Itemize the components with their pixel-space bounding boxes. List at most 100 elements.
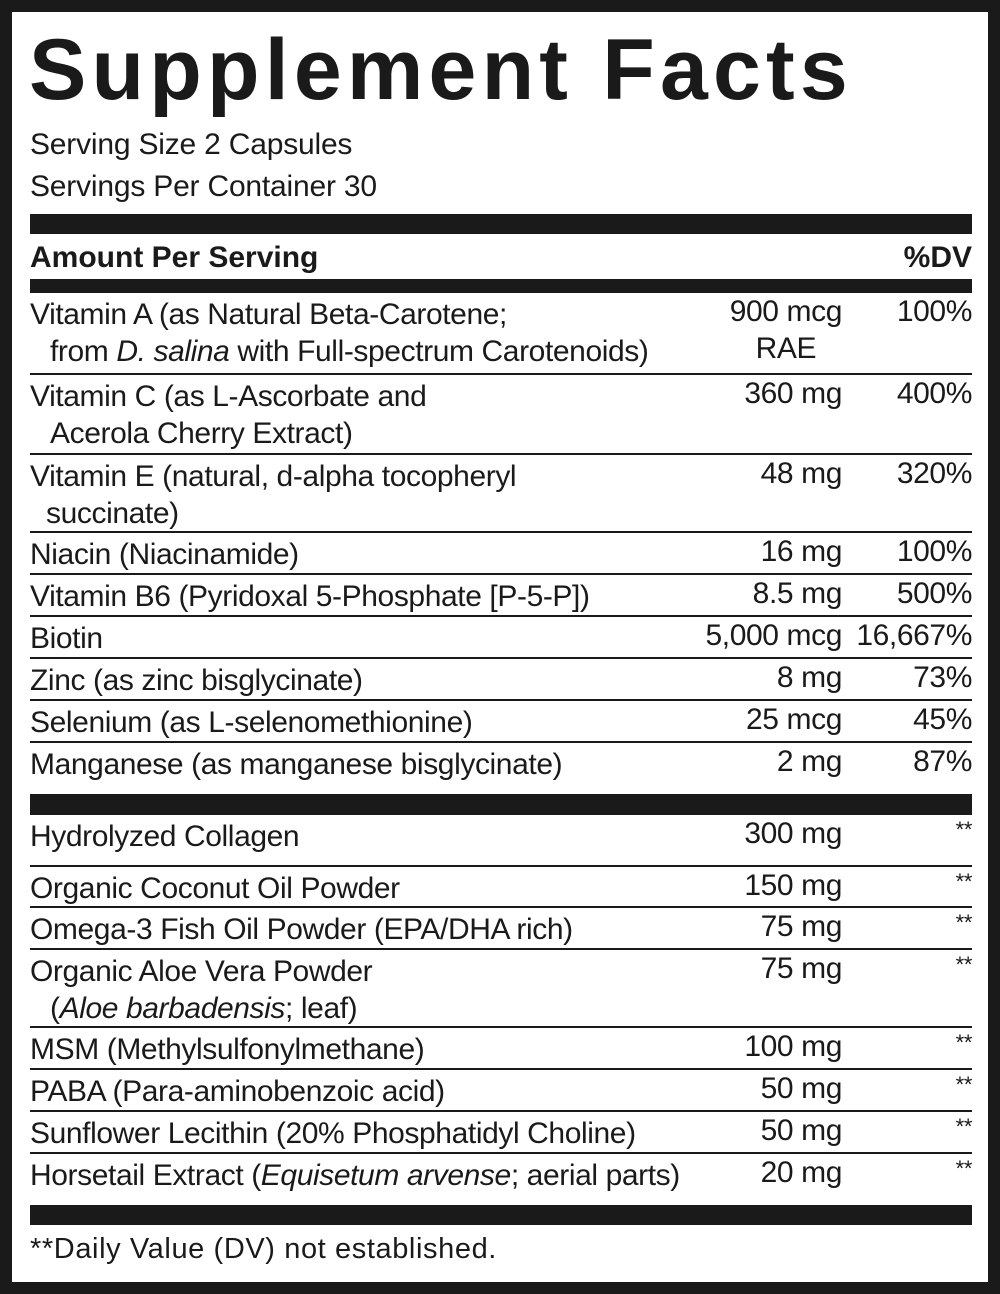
name-line: Zinc (as zinc bisglycinate)	[30, 662, 972, 699]
name-line: Organic Coconut Oil Powder	[30, 870, 972, 907]
amount: 100 mg	[744, 1028, 842, 1065]
thick-divider	[30, 794, 972, 815]
name-segment: Sunflower Lecithin (20% Phosphatidyl Cho…	[30, 1117, 636, 1150]
table-row: Manganese (as manganese bisglycinate) 2 m…	[30, 743, 972, 792]
ingredient-name: Vitamin C (as L-Ascorbate and Acerola Che…	[30, 378, 972, 452]
name-segment: Horsetail Extract (	[30, 1159, 261, 1192]
name-segment: MSM (Methylsulfonylmethane)	[30, 1033, 425, 1066]
amount-header: Amount Per Serving %DV	[30, 238, 972, 278]
ingredient-name: Vitamin B6 (Pyridoxal 5-Phosphate [P-5-P…	[30, 578, 972, 615]
name-segment: Manganese (as manganese bisglycinate)	[30, 748, 563, 781]
name-segment: with Full-spectrum Carotenoids)	[229, 335, 649, 368]
name-segment: ; leaf)	[285, 992, 358, 1025]
name-segment: D. salina	[116, 335, 230, 368]
name-segment: Equisetum arvense	[260, 1159, 511, 1192]
daily-value: **	[955, 869, 973, 894]
name-line: Niacin (Niacinamide)	[30, 536, 972, 573]
name-segment: Vitamin E (natural, d-alpha tocopheryl	[30, 460, 517, 493]
name-line: MSM (Methylsulfonylmethane)	[30, 1031, 972, 1068]
name-segment: Acerola Cherry Extract)	[50, 417, 353, 450]
daily-value: 400%	[896, 377, 973, 410]
ingredient-name: Hydrolyzed Collagen	[30, 818, 972, 855]
name-line: succinate)	[30, 495, 972, 532]
amount-value: 100 mg	[744, 1030, 842, 1063]
amount-value: 50 mg	[760, 1072, 843, 1105]
thick-divider	[30, 1205, 972, 1225]
table-row: MSM (Methylsulfonylmethane) 100 mg **	[30, 1028, 972, 1070]
daily-value: **	[955, 1114, 973, 1139]
name-line: PABA (Para-aminobenzoic acid)	[30, 1073, 972, 1110]
ingredient-name: Organic Aloe Vera Powder (Aloe barbadensi…	[30, 953, 972, 1027]
amount-value: 75 mg	[760, 910, 843, 943]
amount-value: 48 mg	[760, 457, 843, 490]
table-row: Biotin 5,000 mcg 16,667%	[30, 617, 972, 659]
name-line: Sunflower Lecithin (20% Phosphatidyl Cho…	[30, 1115, 972, 1152]
name-segment: Organic Aloe Vera Powder	[30, 955, 373, 988]
daily-value: **	[955, 1030, 973, 1055]
dv-label: %DV	[903, 241, 972, 274]
table-row: Vitamin A (as Natural Beta-Carotene; from…	[30, 293, 972, 375]
name-line: Horsetail Extract (Equisetum arvense; ae…	[30, 1157, 972, 1194]
name-segment: Omega-3 Fish Oil Powder (EPA/DHA rich)	[30, 913, 573, 946]
daily-value: 100%	[896, 295, 973, 328]
daily-value: **	[955, 1156, 973, 1181]
panel-title: Supplement Facts	[29, 22, 853, 118]
table-row: Hydrolyzed Collagen 300 mg **	[30, 815, 972, 867]
ingredient-name: Niacin (Niacinamide)	[30, 536, 972, 573]
name-line: Vitamin C (as L-Ascorbate and	[30, 378, 972, 415]
name-line: Vitamin A (as Natural Beta-Carotene;	[30, 296, 972, 333]
amount-unit: RAE	[755, 332, 817, 365]
ingredient-name: Selenium (as L-selenomethionine)	[30, 704, 972, 741]
name-segment: from	[50, 335, 117, 368]
daily-value: **	[955, 952, 973, 977]
ingredient-name: Vitamin E (natural, d-alpha tocopheryl su…	[30, 458, 972, 532]
amount: 2 mg	[776, 743, 843, 780]
ingredient-name: MSM (Methylsulfonylmethane)	[30, 1031, 972, 1068]
name-line: from D. salina with Full-spectrum Carote…	[30, 333, 972, 370]
amount: 8.5 mg	[752, 575, 843, 612]
amount: 5,000 mcg	[706, 617, 843, 654]
name-segment: (	[50, 992, 60, 1025]
name-segment: PABA (Para-aminobenzoic acid)	[30, 1075, 445, 1108]
daily-value: 45%	[913, 703, 972, 736]
name-line: Hydrolyzed Collagen	[30, 818, 972, 855]
name-line: Omega-3 Fish Oil Powder (EPA/DHA rich)	[30, 911, 972, 948]
name-segment: succinate)	[46, 497, 179, 530]
amount-value: 300 mg	[744, 817, 842, 850]
other-ingredients-list: Hydrolyzed Collagen 300 mg ** Organic Cocon…	[30, 815, 972, 1203]
amount: 16 mg	[761, 533, 843, 570]
amount-value: 8.5 mg	[752, 577, 843, 610]
name-line: Vitamin B6 (Pyridoxal 5-Phosphate [P-5-P…	[30, 578, 972, 615]
thick-divider	[30, 214, 972, 234]
name-segment: Zinc (as zinc bisglycinate)	[30, 664, 363, 697]
table-row: Vitamin E (natural, d-alpha tocopheryl su…	[30, 455, 972, 533]
daily-value: **	[955, 910, 973, 935]
amount: 360 mg	[744, 375, 842, 412]
name-line: Selenium (as L-selenomethionine)	[30, 704, 972, 741]
amount: 75 mg	[760, 950, 843, 987]
amount: 25 mcg	[746, 701, 842, 738]
amount: 50 mg	[760, 1070, 843, 1107]
table-row: PABA (Para-aminobenzoic acid) 50 mg **	[30, 1070, 972, 1112]
amount-value: 25 mcg	[746, 703, 842, 736]
amount: 900 mcg RAE	[730, 293, 843, 367]
daily-value: 100%	[896, 535, 973, 568]
table-row: Horsetail Extract (Equisetum arvense; ae…	[30, 1154, 972, 1203]
name-segment: Vitamin B6 (Pyridoxal 5-Phosphate [P-5-P…	[30, 580, 590, 613]
amount-value: 2 mg	[776, 745, 843, 778]
serving-size: Serving Size 2 Capsules	[30, 128, 353, 161]
amount-value: 75 mg	[760, 952, 843, 985]
amount: 300 mg	[744, 815, 842, 852]
name-line: Manganese (as manganese bisglycinate)	[30, 746, 972, 783]
name-line: Acerola Cherry Extract)	[30, 415, 972, 452]
amount: 150 mg	[744, 867, 842, 904]
name-line: (Aloe barbadensis; leaf)	[30, 990, 972, 1027]
name-line: Biotin	[30, 620, 972, 657]
vitamin-list: Vitamin A (as Natural Beta-Carotene; from…	[30, 293, 972, 792]
ingredient-name: Biotin	[30, 620, 972, 657]
table-row: Omega-3 Fish Oil Powder (EPA/DHA rich) 75…	[30, 908, 972, 950]
ingredient-name: PABA (Para-aminobenzoic acid)	[30, 1073, 972, 1110]
table-row: Selenium (as L-selenomethionine) 25 mcg 45…	[30, 701, 972, 743]
ingredient-name: Organic Coconut Oil Powder	[30, 870, 972, 907]
daily-value: 16,667%	[856, 619, 972, 652]
